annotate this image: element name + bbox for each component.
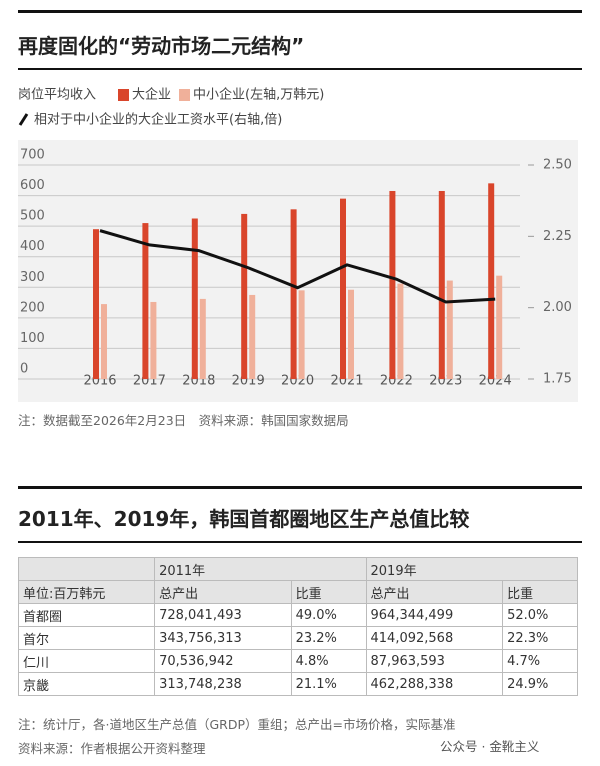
table-title: 2011年、2019年，韩国首都圈地区生产总值比较	[18, 507, 470, 531]
x-tick-label: 2017	[133, 374, 166, 389]
year: 2011年	[154, 557, 367, 581]
bar	[446, 280, 453, 379]
cell: 仁川	[17, 649, 156, 673]
y-tick-label: 0	[20, 362, 28, 377]
bar	[142, 223, 149, 379]
rule	[18, 486, 582, 489]
bar	[249, 294, 256, 379]
bar	[298, 290, 305, 379]
y-tick-label: 100	[20, 331, 45, 346]
bar	[348, 289, 354, 379]
cell: 首尔	[17, 626, 156, 650]
x-tick-label: 2019	[232, 374, 265, 389]
cell: 964,344,499	[365, 603, 504, 627]
table-note: 资料来源：作者根据公开资料整理	[18, 741, 206, 756]
subheader: 总产出	[154, 580, 292, 604]
cell: 728,041,493	[154, 603, 292, 627]
cell	[17, 557, 156, 581]
unit: 单位:百万韩元	[17, 580, 156, 604]
x-tick-label: 2024	[479, 374, 512, 389]
table: 2011年 2019年 单位:百万韩元 总产出 比重 总产出 比重 首都圈 728,041,…	[17, 557, 579, 696]
subheader: 总产出	[365, 580, 504, 604]
subheader: 比重	[290, 580, 367, 604]
y2-tick-label: 2.00	[543, 300, 572, 315]
y-tick-label: 400	[20, 239, 45, 254]
cell: 首都圈	[17, 603, 156, 627]
y-tick-label: 700	[20, 148, 45, 163]
cell: 4.7%	[502, 649, 578, 673]
plot-bg	[18, 140, 578, 402]
legend-swatch	[18, 113, 29, 126]
y-tick-label: 200	[20, 300, 45, 315]
bar	[93, 229, 99, 379]
bar	[340, 198, 346, 379]
bar	[199, 298, 206, 379]
chart-note: 注：数据截至2026年2月23日 资料来源：韩国国家数据局	[18, 413, 349, 428]
y2-tick-label: 1.75	[543, 372, 572, 387]
cell: 414,092,568	[365, 626, 504, 650]
bar	[389, 190, 396, 379]
bar	[150, 301, 157, 379]
x-tick-label: 2018	[182, 374, 215, 389]
table-note: 注：统计厅，各·道地区生产总值（GRDP）重组；总产出=市场价格，实际基准	[18, 717, 456, 732]
cell: 462,288,338	[365, 672, 504, 696]
cell: 22.3%	[502, 626, 578, 650]
legend-swatch	[179, 89, 191, 101]
cell: 49.0%	[290, 603, 367, 627]
cell: 24.9%	[502, 672, 578, 696]
legend-swatch	[118, 89, 129, 101]
bar	[397, 283, 404, 379]
bar	[496, 275, 503, 379]
rule	[18, 68, 582, 70]
cell: 21.1%	[290, 672, 367, 696]
cell: 87,963,593	[365, 649, 504, 673]
cell: 52.0%	[502, 603, 578, 627]
x-tick-label: 2016	[83, 374, 116, 389]
legend-label: 相对于中小企业的大企业工资水平(右轴,倍)	[34, 112, 282, 128]
bar	[488, 183, 495, 379]
watermark: 公众号 · 金靴主义	[440, 739, 540, 754]
bar	[241, 213, 248, 379]
chart: 0 100 200 300 400 500 600 700 1.75 2.00 2.25 2.50 20…	[18, 87, 578, 402]
rule	[18, 541, 582, 543]
rule	[18, 10, 582, 13]
cell: 70,536,942	[154, 649, 292, 673]
bar	[191, 218, 198, 379]
legend-label: 中小企业(左轴,万韩元)	[193, 87, 324, 103]
line	[99, 229, 496, 304]
bar	[101, 304, 107, 379]
x-tick-label: 2020	[281, 374, 314, 389]
y2-tick-label: 2.25	[543, 229, 572, 244]
cell: 4.8%	[290, 649, 367, 673]
x-tick-label: 2021	[330, 374, 363, 389]
cell: 京畿	[17, 672, 156, 696]
cell: 313,748,238	[154, 672, 292, 696]
bar	[290, 209, 297, 379]
subheader: 比重	[502, 580, 578, 604]
x-tick-label: 2022	[380, 374, 413, 389]
cell: 343,756,313	[154, 626, 292, 650]
y-tick-label: 600	[20, 178, 45, 193]
x-tick-label: 2023	[429, 374, 462, 389]
year: 2019年	[365, 557, 579, 581]
legend-title: 岗位平均收入	[18, 88, 96, 103]
bar	[438, 190, 445, 379]
legend-label: 大企业	[132, 87, 171, 103]
y-tick-label: 500	[20, 209, 45, 224]
cell: 23.2%	[290, 626, 367, 650]
y2-tick-label: 2.50	[543, 158, 572, 173]
chart-title: 再度固化的“劳动市场二元结构”	[18, 34, 305, 58]
y-tick-label: 300	[20, 270, 45, 285]
